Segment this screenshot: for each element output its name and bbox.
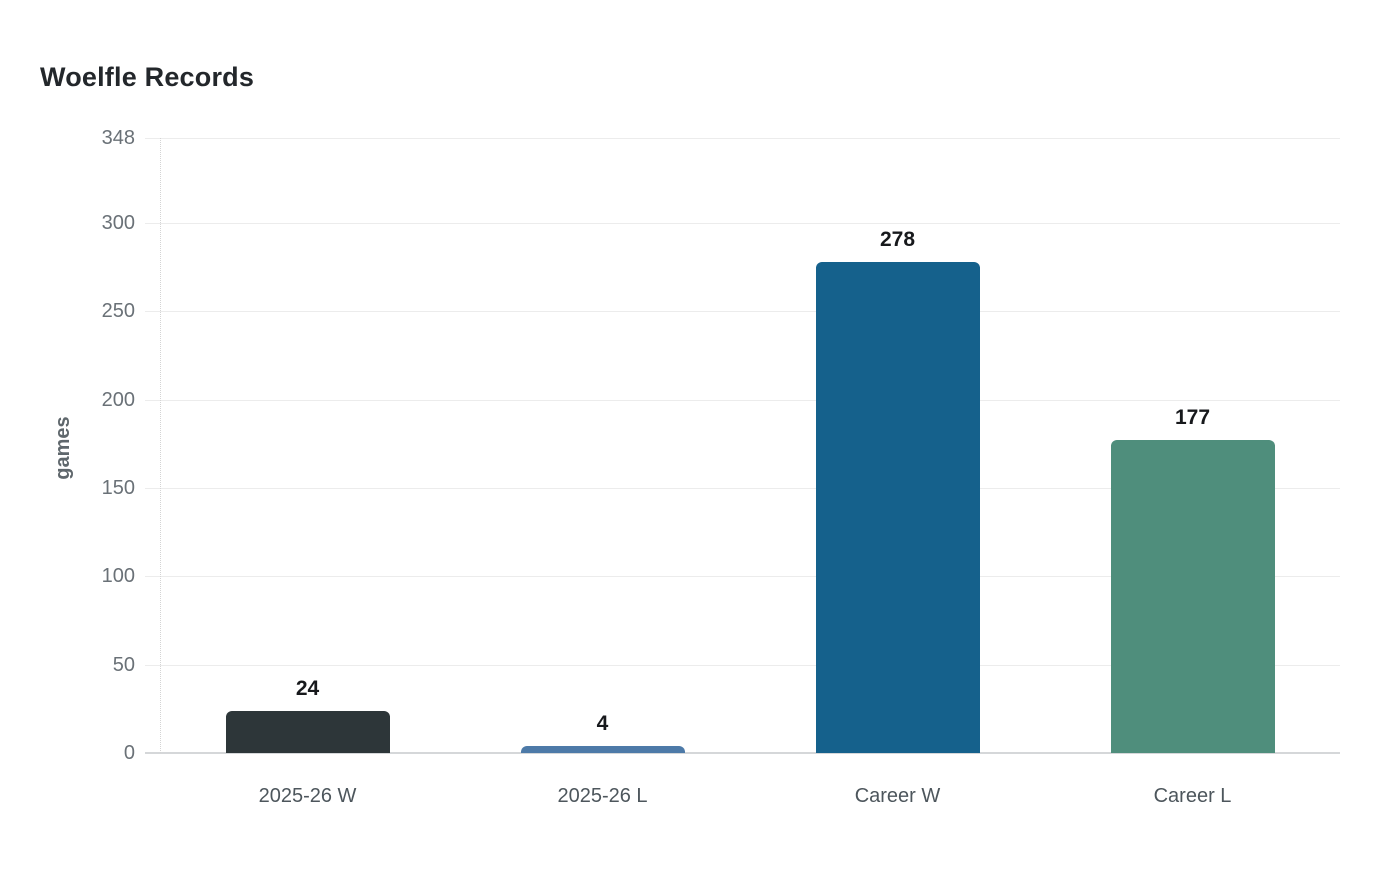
gridline-150 [145, 487, 1340, 489]
bar-2025-26-w [225, 710, 390, 753]
x-category-label-career-l: Career L [1153, 785, 1232, 807]
bar-2025-26-l [520, 745, 685, 753]
gridline-50 [145, 664, 1340, 666]
y-tick-100: 100 [101, 565, 135, 588]
y-tick-300: 300 [101, 211, 135, 234]
bar-career-w [815, 261, 980, 753]
y-axis-line [160, 138, 161, 753]
gridline-200 [145, 399, 1340, 401]
y-tick-0: 0 [123, 742, 135, 764]
value-label-career-w: 278 [879, 227, 916, 251]
y-tick-50: 50 [112, 653, 135, 676]
gridline-100 [145, 576, 1340, 578]
bar-career-l [1110, 440, 1275, 753]
chart-title: Woelfle Records [40, 62, 255, 92]
y-tick-200: 200 [101, 388, 135, 411]
y-tick-348: 348 [101, 127, 135, 149]
x-category-label-2025-26-w: 2025-26 W [258, 785, 357, 807]
gridline-348 [145, 138, 1340, 139]
value-label-career-l: 177 [1174, 406, 1211, 430]
y-tick-250: 250 [101, 300, 135, 323]
value-label-2025-26-w: 24 [295, 676, 320, 700]
gridline-300 [145, 222, 1340, 224]
gridline-250 [145, 311, 1340, 313]
x-category-label-career-w: Career W [854, 785, 941, 807]
x-category-label-2025-26-l: 2025-26 L [557, 785, 648, 807]
x-axis-baseline [145, 752, 1340, 754]
value-label-2025-26-l: 4 [596, 711, 609, 735]
y-tick-150: 150 [101, 476, 135, 499]
